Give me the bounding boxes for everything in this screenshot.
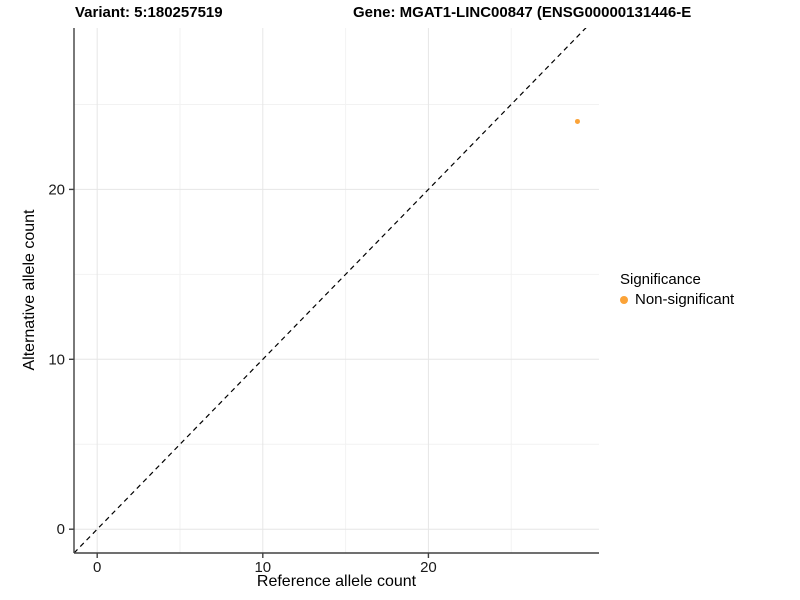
y-tick-label: 10 [48,351,65,368]
y-axis-title: Alternative allele count [21,209,38,371]
identity-dashed-line [74,28,587,553]
x-tick-label: 20 [420,559,437,576]
legend-title: Significance [620,271,701,288]
legend-item-label: Non-significant [635,291,735,308]
y-tick-label: 0 [57,521,65,538]
data-point [574,118,580,124]
legend: Significance Non-significant [620,271,734,308]
x-tick-label: 10 [254,559,271,576]
variant-title: Variant: 5:180257519 [75,4,223,21]
legend-dot-icon [620,295,628,304]
legend-item-non-significant: Non-significant [620,291,734,308]
gene-title: Gene: MGAT1-LINC00847 (ENSG00000131446-E [353,4,692,21]
x-tick-label: 0 [93,559,101,576]
x-axis-title: Reference allele count [256,573,417,590]
y-tick-label: 20 [48,181,65,198]
